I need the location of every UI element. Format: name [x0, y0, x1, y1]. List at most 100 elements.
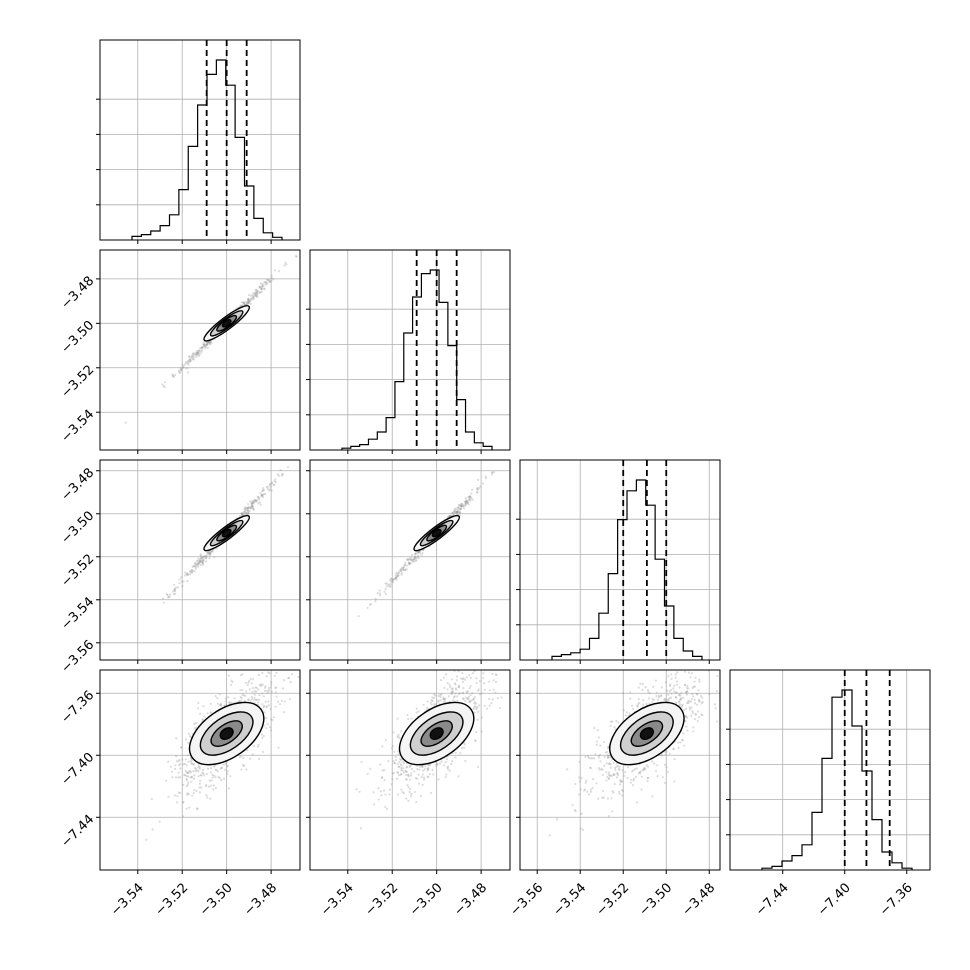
sample-point — [189, 770, 192, 773]
sample-point — [385, 585, 388, 588]
sample-point — [178, 764, 181, 767]
sample-point — [190, 757, 193, 761]
sample-point — [451, 511, 454, 514]
sample-point — [254, 499, 257, 502]
sample-point — [405, 564, 409, 567]
sample-point — [179, 366, 182, 370]
sample-point — [187, 360, 190, 363]
sample-point — [634, 775, 638, 779]
sample-point — [696, 720, 699, 723]
sample-point — [672, 747, 675, 750]
density-contour — [431, 528, 442, 538]
sample-point — [601, 796, 604, 799]
sample-point — [385, 582, 388, 585]
sample-point — [455, 511, 458, 514]
sample-point — [458, 507, 461, 510]
sample-point — [413, 557, 416, 560]
sample-point — [389, 577, 393, 580]
sample-point — [268, 489, 271, 492]
sample-point — [462, 687, 465, 690]
sample-point — [462, 697, 465, 701]
sample-point — [469, 684, 472, 687]
sample-point — [454, 510, 458, 514]
sample-point — [495, 673, 498, 677]
sample-point — [606, 797, 609, 800]
sample-point — [426, 707, 429, 710]
sample-point — [611, 720, 614, 723]
sample-point — [188, 359, 191, 362]
sample-point — [659, 695, 663, 698]
sample-point — [241, 693, 244, 696]
sample-point — [256, 498, 259, 502]
sample-point — [245, 512, 248, 515]
sample-point — [402, 566, 405, 569]
sample-point — [689, 700, 693, 703]
sample-point — [679, 703, 682, 706]
sample-point — [406, 784, 409, 787]
sample-point — [478, 704, 481, 707]
sample-point — [378, 589, 381, 592]
sample-point — [384, 582, 387, 585]
sample-point — [173, 767, 177, 770]
sample-point — [406, 559, 409, 562]
sample-point — [405, 568, 409, 571]
sample-point — [186, 366, 189, 370]
sample-point — [257, 289, 260, 293]
sample-point — [409, 795, 413, 798]
sample-point — [173, 588, 176, 591]
sample-point — [611, 810, 614, 813]
sample-point — [242, 694, 245, 697]
sample-point — [390, 580, 393, 583]
sample-point — [189, 771, 192, 774]
sample-point — [408, 790, 411, 793]
x-tick-label: −3.50 — [197, 880, 236, 919]
sample-point — [421, 783, 424, 787]
scatter-panel-3-0: −7.44 −7.40 −7.36 −3.54 −3.52 −3.50 −3.48 — [59, 669, 301, 919]
sample-point — [678, 686, 681, 689]
sample-point — [642, 703, 645, 706]
sample-point — [468, 674, 471, 677]
sample-point — [206, 796, 209, 799]
sample-point — [197, 701, 200, 705]
sample-point — [289, 681, 292, 684]
sample-point — [580, 812, 583, 815]
sample-point — [445, 773, 448, 776]
sample-point — [209, 550, 212, 553]
sample-point — [195, 807, 199, 810]
sample-point — [670, 692, 673, 695]
sample-point — [599, 760, 602, 763]
sample-point — [185, 784, 188, 788]
sample-point — [177, 776, 180, 779]
sample-point — [379, 790, 382, 793]
sample-point — [694, 713, 697, 716]
sample-point — [201, 561, 204, 565]
sample-point — [415, 559, 418, 562]
sample-point — [184, 758, 187, 761]
histogram-bars — [341, 269, 493, 450]
sample-point — [589, 788, 593, 791]
sample-point — [249, 507, 253, 510]
sample-point — [433, 696, 436, 699]
sample-point — [624, 714, 628, 717]
sample-point — [245, 507, 249, 510]
sample-point — [206, 342, 209, 345]
sample-point — [281, 687, 285, 690]
sample-point — [182, 783, 185, 787]
sample-point — [246, 506, 249, 509]
sample-point — [455, 679, 458, 682]
sample-point — [187, 775, 190, 778]
sample-point — [195, 350, 198, 353]
sample-point — [209, 702, 212, 705]
sample-point — [490, 701, 493, 705]
sample-point — [192, 792, 195, 795]
x-tick-label: −3.52 — [362, 880, 401, 919]
sample-point — [181, 584, 184, 588]
sample-point — [270, 690, 274, 694]
sample-point — [473, 702, 476, 705]
sample-point — [192, 777, 195, 780]
sample-point — [211, 550, 215, 553]
sample-point — [663, 781, 667, 785]
sample-point — [586, 790, 589, 793]
sample-point — [457, 503, 460, 506]
sample-point — [264, 280, 267, 284]
